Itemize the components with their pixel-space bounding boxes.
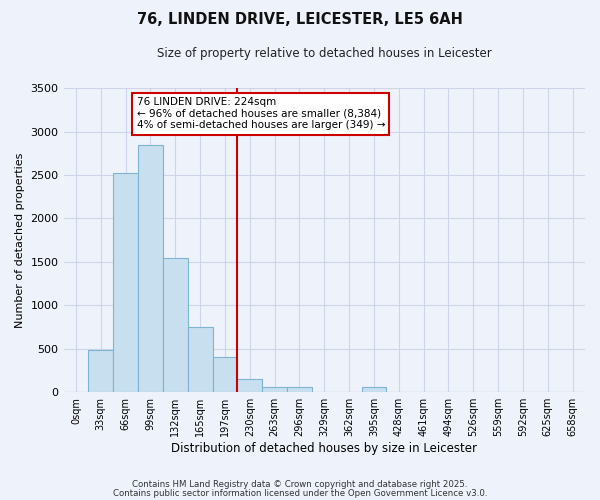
Text: 76, LINDEN DRIVE, LEICESTER, LE5 6AH: 76, LINDEN DRIVE, LEICESTER, LE5 6AH (137, 12, 463, 28)
X-axis label: Distribution of detached houses by size in Leicester: Distribution of detached houses by size … (171, 442, 477, 455)
Bar (188, 327, 212, 392)
Text: Contains HM Land Registry data © Crown copyright and database right 2025.: Contains HM Land Registry data © Crown c… (132, 480, 468, 489)
Bar (287, 387, 312, 392)
Bar (138, 146, 163, 392)
Bar (262, 386, 287, 392)
Bar (113, 173, 138, 392)
Text: Contains public sector information licensed under the Open Government Licence v3: Contains public sector information licen… (113, 488, 487, 498)
Bar (88, 350, 113, 392)
Y-axis label: Number of detached properties: Number of detached properties (15, 152, 25, 328)
Bar (238, 379, 262, 392)
Bar (362, 388, 386, 392)
Bar (212, 358, 238, 392)
Title: Size of property relative to detached houses in Leicester: Size of property relative to detached ho… (157, 48, 491, 60)
Bar (163, 258, 188, 392)
Text: 76 LINDEN DRIVE: 224sqm
← 96% of detached houses are smaller (8,384)
4% of semi-: 76 LINDEN DRIVE: 224sqm ← 96% of detache… (137, 97, 385, 130)
